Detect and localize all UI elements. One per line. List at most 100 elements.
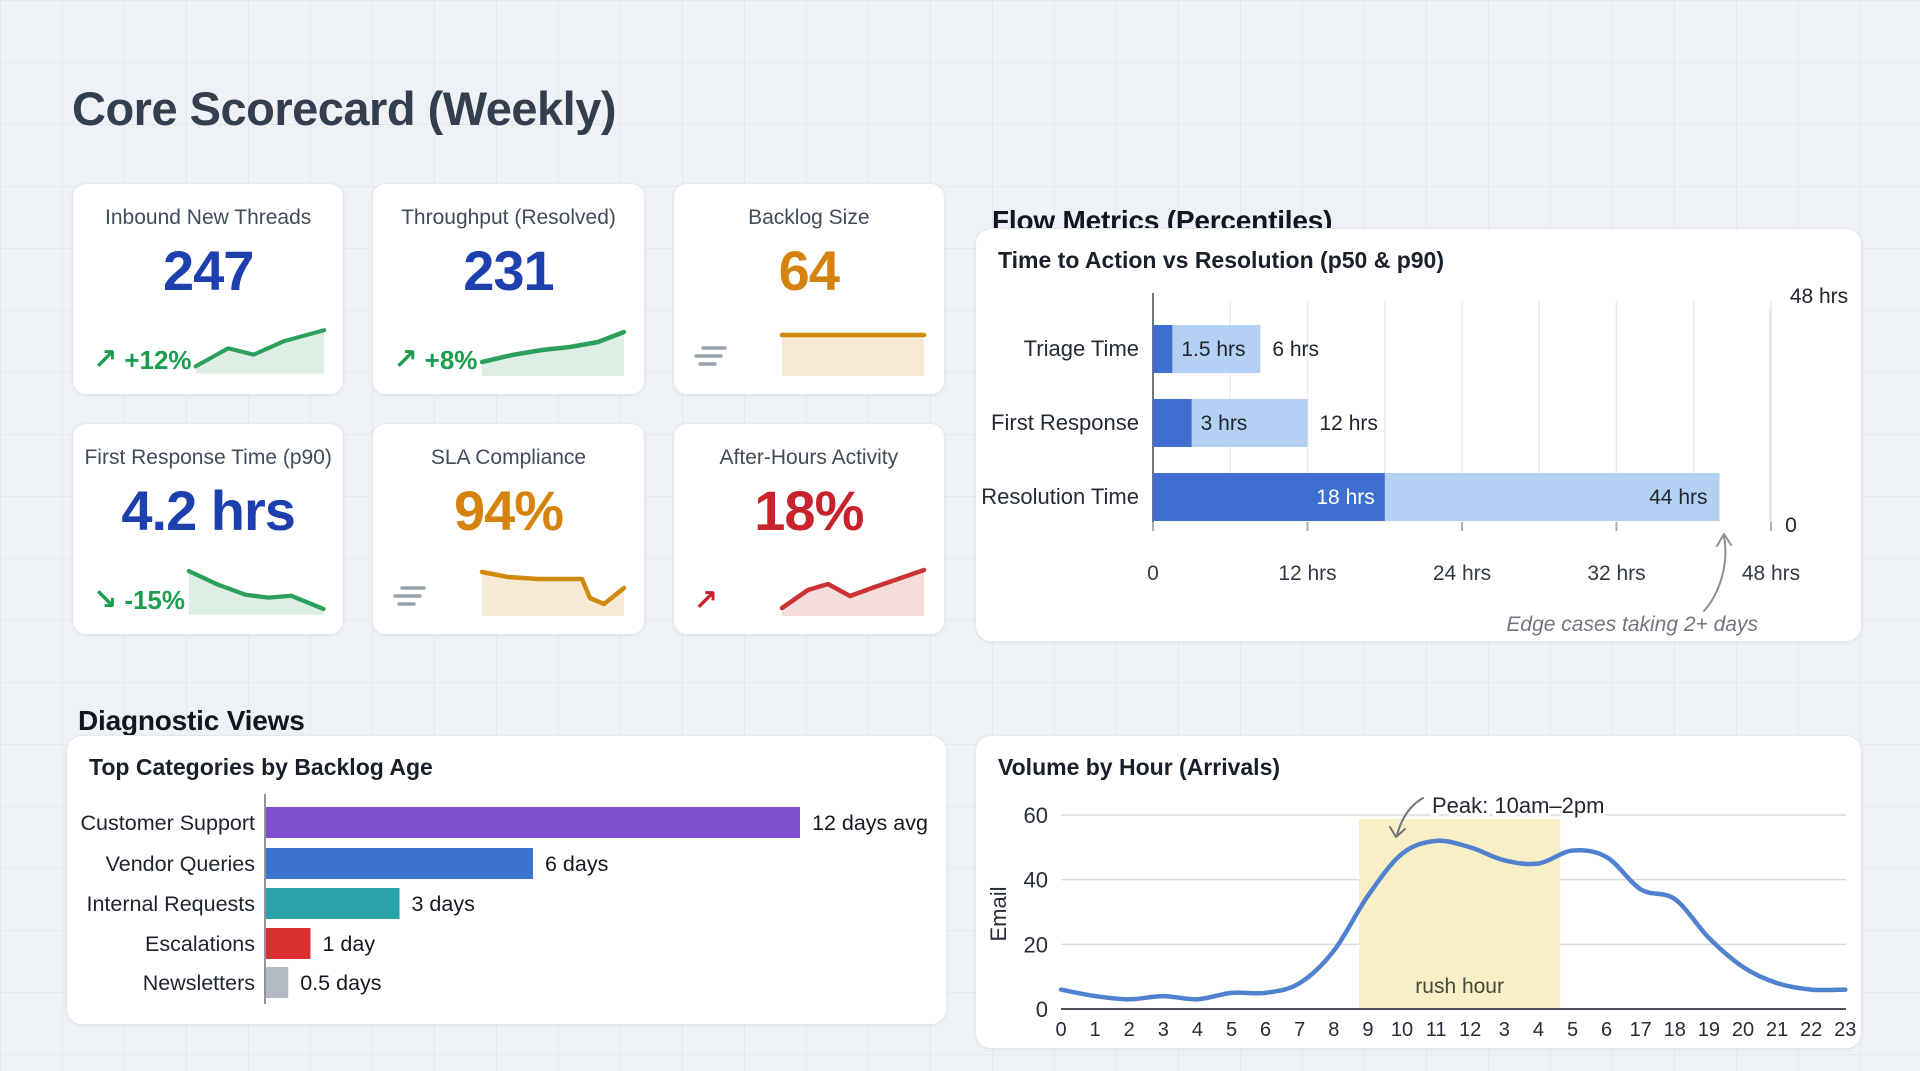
trend-down-arrow-icon: ↘ (93, 584, 118, 616)
svg-text:0: 0 (1785, 514, 1797, 537)
top-categories-bar-chart: Customer Support 12 days avg Vendor Querie… (81, 794, 928, 1004)
kpi-card-sla-compliance: SLA Compliance 94% (372, 423, 645, 635)
svg-text:Newsletters: Newsletters (143, 971, 255, 995)
svg-text:Customer Support: Customer Support (81, 811, 255, 835)
kpi-value: 4.2 hrs (121, 479, 296, 542)
svg-text:19: 19 (1698, 1019, 1720, 1041)
volume-chart-title: Volume by Hour (Arrivals) (998, 754, 1281, 780)
sparkline-chart (186, 568, 326, 615)
svg-text:Escalations: Escalations (145, 932, 255, 956)
kpi-value: 64 (778, 239, 840, 302)
svg-text:rush hour: rush hour (1415, 975, 1504, 998)
svg-text:24 hrs: 24 hrs (1433, 562, 1491, 585)
svg-text:60: 60 (1024, 803, 1048, 828)
kpi-value: 94% (453, 479, 564, 542)
sparkline-chart (779, 567, 927, 616)
sparkline-chart (479, 569, 626, 616)
svg-text:6: 6 (1601, 1019, 1612, 1041)
svg-text:18: 18 (1664, 1019, 1686, 1041)
svg-text:0: 0 (1055, 1019, 1066, 1041)
svg-text:Resolution Time: Resolution Time (981, 484, 1139, 509)
flat-trend-icon (693, 342, 730, 376)
svg-text:5: 5 (1226, 1019, 1237, 1041)
svg-text:2: 2 (1124, 1019, 1135, 1041)
kpi-label: After-Hours Activity (719, 446, 899, 469)
svg-text:48 hrs: 48 hrs (1742, 562, 1800, 585)
kpi-delta: +8% (424, 345, 478, 375)
svg-text:12 hrs: 12 hrs (1278, 562, 1336, 585)
kpi-label: Inbound New Threads (105, 206, 312, 229)
kpi-card-backlog-size: Backlog Size 64 (672, 183, 945, 395)
svg-text:0: 0 (1036, 997, 1048, 1022)
backlog-chart-title: Top Categories by Backlog Age (89, 754, 433, 780)
svg-text:0: 0 (1147, 562, 1159, 585)
trend-up-arrow-icon: ↗ (393, 344, 418, 376)
svg-text:6: 6 (1260, 1019, 1271, 1041)
kpi-delta: -15% (124, 585, 186, 615)
svg-text:20: 20 (1732, 1019, 1754, 1041)
svg-text:Edge cases taking 2+ days: Edge cases taking 2+ days (1506, 613, 1758, 636)
svg-text:7: 7 (1294, 1019, 1305, 1041)
svg-text:3 days: 3 days (412, 892, 475, 916)
kpi-card-throughput: Throughput (Resolved) 231 ↗ +8% (372, 183, 645, 395)
volume-by-hour-panel: Volume by Hour (Arrivals) 60 40 20 0 Email 0 1… (975, 735, 1862, 1049)
svg-text:3: 3 (1158, 1019, 1169, 1041)
kpi-value: 231 (463, 239, 554, 302)
kpi-label: SLA Compliance (430, 446, 587, 469)
svg-text:10: 10 (1391, 1019, 1413, 1041)
svg-text:8: 8 (1328, 1019, 1339, 1041)
svg-text:Vendor Queries: Vendor Queries (106, 852, 255, 876)
svg-text:0.5 days: 0.5 days (300, 971, 381, 995)
svg-text:Peak: 10am–2pm: Peak: 10am–2pm (1432, 793, 1604, 818)
flat-trend-icon (393, 582, 429, 616)
svg-text:44 hrs: 44 hrs (1649, 486, 1707, 509)
svg-text:12 days avg: 12 days avg (812, 811, 928, 835)
kpi-card-first-response-time: First Response Time (p90) 4.2 hrs ↘ -15% (72, 423, 345, 635)
svg-text:First Response: First Response (991, 410, 1139, 435)
kpi-grid: Inbound New Threads 247 ↗ +12% Throughpu… (72, 183, 945, 635)
kpi-card-inbound-new-threads: Inbound New Threads 247 ↗ +12% (72, 183, 345, 395)
kpi-card-after-hours-activity: After-Hours Activity 18% ↗ (672, 423, 945, 635)
svg-text:17: 17 (1630, 1019, 1652, 1041)
page-title: Core Scorecard (Weekly) (72, 82, 617, 136)
kpi-label: Backlog Size (748, 206, 870, 229)
flow-metrics-panel: Time to Action vs Resolution (p50 & p90)… (975, 228, 1862, 642)
kpi-value: 18% (754, 479, 864, 542)
flow-chart-title: Time to Action vs Resolution (p50 & p90) (998, 247, 1445, 273)
svg-text:5: 5 (1567, 1019, 1578, 1041)
svg-text:Triage Time: Triage Time (1024, 336, 1139, 361)
svg-text:40: 40 (1024, 868, 1048, 893)
kpi-label: First Response Time (p90) (84, 446, 332, 469)
svg-text:22: 22 (1800, 1019, 1822, 1041)
backlog-age-panel: Top Categories by Backlog Age Customer S… (66, 735, 947, 1025)
svg-text:4: 4 (1192, 1019, 1203, 1041)
svg-text:9: 9 (1362, 1019, 1373, 1041)
time-to-action-bar-chart: Triage Time 1.5 hrs 6 hrs First Response 3 h… (981, 285, 1848, 636)
kpi-delta: +12% (124, 345, 192, 375)
sparkline-chart (479, 329, 626, 376)
trend-up-arrow-icon: ↗ (93, 344, 118, 376)
sparkline-chart (193, 328, 326, 374)
svg-text:12: 12 (1459, 1019, 1481, 1041)
svg-text:3: 3 (1499, 1019, 1510, 1041)
svg-text:3 hrs: 3 hrs (1201, 412, 1248, 435)
sparkline-chart (779, 332, 927, 376)
svg-text:21: 21 (1766, 1019, 1788, 1041)
svg-text:20: 20 (1024, 932, 1048, 957)
svg-text:11: 11 (1426, 1019, 1447, 1041)
svg-text:Internal Requests: Internal Requests (86, 892, 255, 916)
svg-text:18 hrs: 18 hrs (1316, 486, 1374, 509)
trend-up-arrow-icon: ↗ (693, 585, 718, 617)
svg-text:1: 1 (1090, 1019, 1101, 1041)
svg-text:23: 23 (1834, 1019, 1856, 1041)
kpi-label: Throughput (Resolved) (401, 206, 616, 229)
svg-text:32 hrs: 32 hrs (1587, 562, 1645, 585)
svg-text:48 hrs: 48 hrs (1790, 285, 1848, 308)
kpi-value: 247 (162, 239, 254, 302)
svg-text:1.5 hrs: 1.5 hrs (1181, 338, 1245, 361)
svg-text:6 hrs: 6 hrs (1272, 338, 1319, 361)
svg-text:1 day: 1 day (323, 932, 376, 956)
diagnostic-views-section-heading: Diagnostic Views (78, 705, 305, 737)
